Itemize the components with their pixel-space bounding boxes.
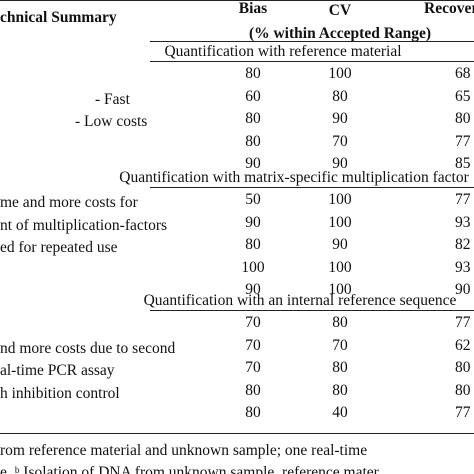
section-rule <box>150 61 474 62</box>
section-title: Quantification with an internal referenc… <box>143 292 457 309</box>
header-range-note: (% within Accepted Range) <box>248 25 432 42</box>
cell-value: 80 <box>455 359 471 376</box>
header-summary: chnical Summary <box>0 9 117 26</box>
cell-value: 80 <box>332 359 348 376</box>
header-bias: Bias <box>238 0 268 17</box>
summary-note: - Fast <box>95 90 130 108</box>
cell-value: 62 <box>455 336 471 354</box>
section-title: Quantification with matrix-specific mult… <box>119 169 469 186</box>
cell-value: 90 <box>245 281 261 298</box>
cell-value: 90 <box>245 213 261 231</box>
cell-value: 50 <box>245 191 261 208</box>
summary-note: me and more costs for <box>0 194 138 211</box>
summary-note: nt of multiplication-factors <box>0 216 168 234</box>
footnote: e. ᵇ Isolation of DNA from unknown sampl… <box>0 464 379 474</box>
cell-value: 90 <box>332 236 348 253</box>
cell-value: 80 <box>332 381 348 399</box>
cell-value: 77 <box>455 191 471 208</box>
summary-note: ed for repeated use <box>0 239 118 256</box>
cell-value: 77 <box>455 132 471 150</box>
cell-value: 80 <box>455 110 471 127</box>
cell-value: 85 <box>455 155 471 172</box>
cell-value: 70 <box>332 336 348 354</box>
cell-value: 70 <box>245 314 261 331</box>
cell-value: 80 <box>245 110 261 127</box>
cell-value: 77 <box>455 314 471 331</box>
section-title: Quantification with reference material <box>164 43 402 60</box>
section-rule <box>150 187 474 188</box>
cell-value: 100 <box>328 191 352 208</box>
cell-value: 90 <box>332 155 348 172</box>
cell-value: 100 <box>328 65 352 82</box>
cell-value: 80 <box>245 132 261 150</box>
cell-value: 77 <box>455 404 471 421</box>
cell-value: 82 <box>455 236 471 253</box>
cell-value: 90 <box>332 110 348 127</box>
cell-value: 80 <box>245 236 261 253</box>
cell-value: 93 <box>455 213 471 231</box>
cell-value: 80 <box>455 381 471 399</box>
cell-value: 70 <box>245 336 261 354</box>
cell-value: 68 <box>455 65 471 82</box>
cell-value: 40 <box>332 404 348 421</box>
bottom-rule <box>0 433 474 434</box>
cell-value: 80 <box>332 87 348 105</box>
cell-value: 80 <box>245 65 261 82</box>
cell-value: 100 <box>241 258 265 276</box>
cell-value: 70 <box>332 132 348 150</box>
cell-value: 90 <box>245 155 261 172</box>
section-rule <box>150 310 474 311</box>
header-recovery: Recover <box>424 0 474 17</box>
cell-value: 60 <box>245 87 261 105</box>
header-cv: CV <box>328 2 352 19</box>
summary-note: - Low costs <box>75 113 148 130</box>
summary-note: h inhibition control <box>0 384 120 402</box>
cell-value: 100 <box>328 281 352 298</box>
cell-value: 70 <box>245 359 261 376</box>
top-rule <box>0 0 474 1</box>
summary-note: al-time PCR assay <box>0 362 115 379</box>
cell-value: 80 <box>332 314 348 331</box>
cell-value: 100 <box>328 258 352 276</box>
cell-value: 93 <box>455 258 471 276</box>
cell-value: 90 <box>455 281 471 298</box>
cell-value: 65 <box>455 87 471 105</box>
cell-value: 100 <box>328 213 352 231</box>
cell-value: 80 <box>245 404 261 421</box>
summary-note: nd more costs due to second <box>0 339 176 357</box>
header-rule <box>150 41 474 42</box>
cell-value: 80 <box>245 381 261 399</box>
footnote: rom reference material and unknown sampl… <box>0 442 368 459</box>
